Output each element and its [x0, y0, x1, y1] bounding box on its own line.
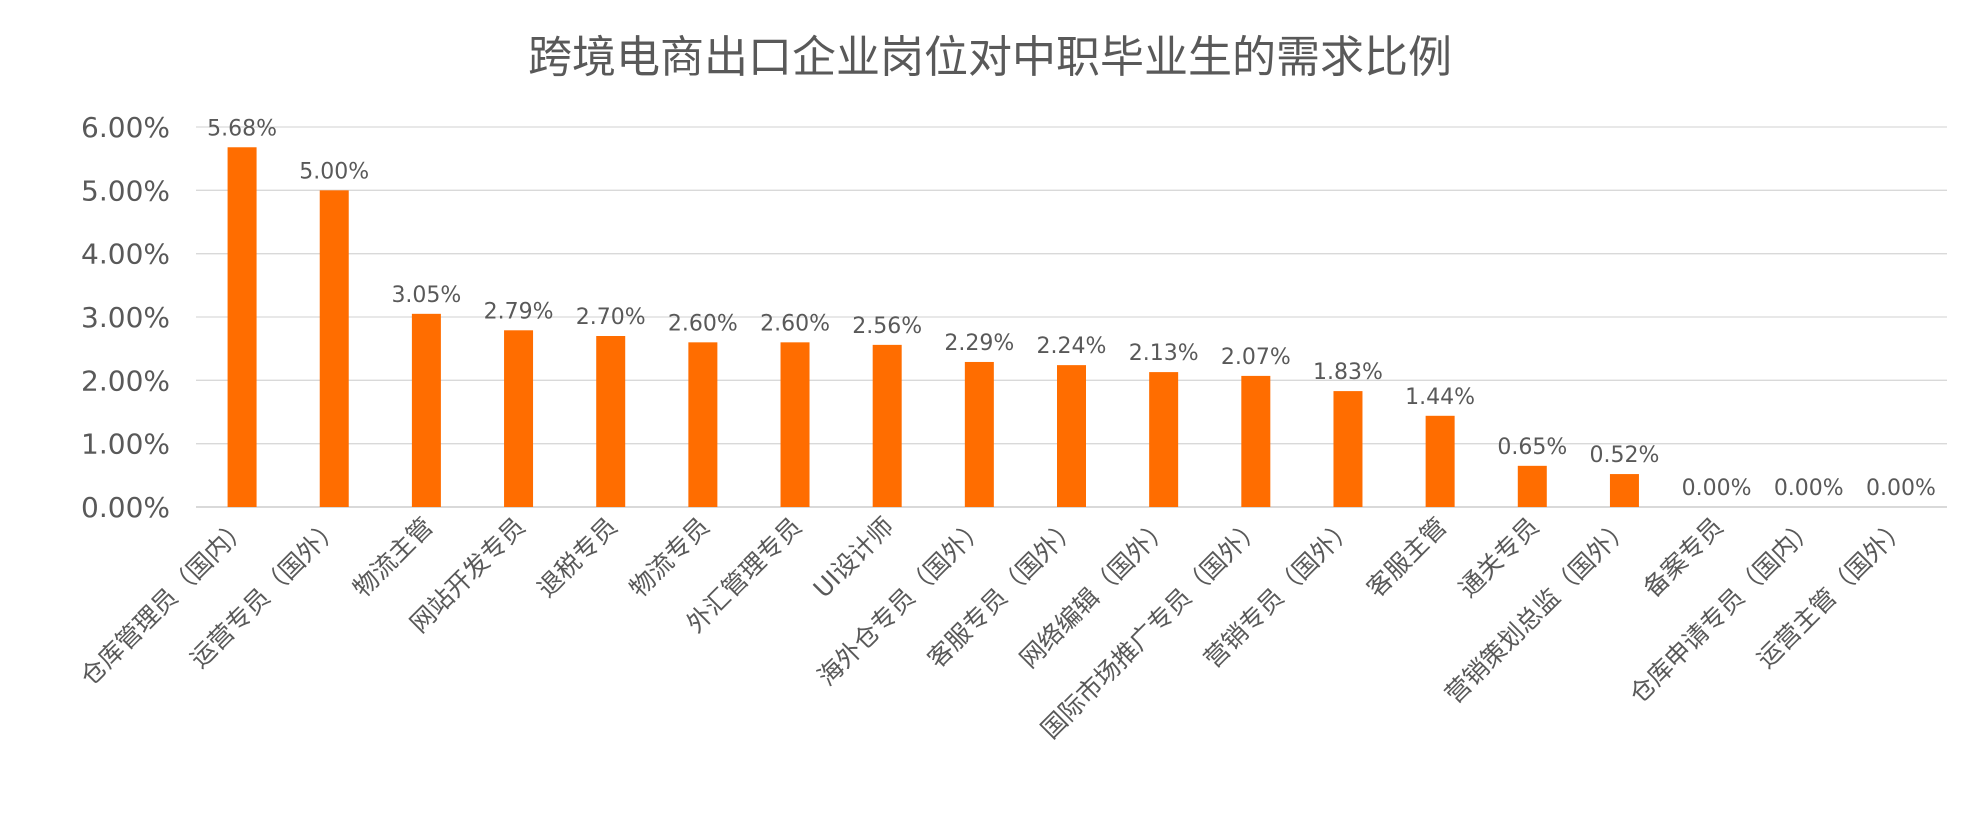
data-label: 5.68%	[207, 116, 277, 141]
y-tick-label: 1.00%	[81, 428, 170, 461]
y-axis-ticks: 0.00% 1.00% 2.00% 3.00% 4.00% 5.00% 6.00%	[81, 111, 170, 524]
bar	[780, 342, 810, 507]
bar	[872, 344, 902, 507]
y-tick-label: 0.00%	[81, 491, 170, 524]
bar	[227, 147, 257, 507]
data-label: 2.13%	[1129, 341, 1199, 366]
data-label: 2.79%	[484, 299, 554, 324]
bar	[964, 361, 994, 507]
bars	[227, 147, 1639, 508]
data-label: 2.60%	[668, 311, 738, 336]
data-label: 2.70%	[576, 305, 646, 330]
x-tick-label: 退税专员	[532, 512, 623, 603]
x-tick-label: 物流主管	[347, 512, 438, 603]
bar	[1609, 474, 1639, 507]
y-tick-label: 4.00%	[81, 238, 170, 271]
bar	[1241, 375, 1271, 507]
data-label: 0.00%	[1682, 476, 1752, 501]
bar	[319, 190, 349, 508]
x-tick-label: 客服主管	[1361, 512, 1452, 603]
data-label: 3.05%	[391, 283, 461, 308]
data-label: 0.65%	[1497, 435, 1567, 460]
x-tick-label: 通关专员	[1453, 512, 1544, 603]
x-tick-label: 物流专员	[624, 512, 715, 603]
data-label: 5.00%	[299, 159, 369, 184]
x-tick-label: 备案专员	[1638, 512, 1729, 603]
x-tick-label: 仓库管理员（国内）	[75, 512, 255, 692]
bar	[411, 313, 441, 507]
bar	[1333, 391, 1363, 507]
x-tick-label: UI设计师	[808, 512, 900, 604]
gridlines	[196, 126, 1947, 508]
data-label: 0.52%	[1590, 443, 1660, 468]
y-tick-label: 3.00%	[81, 301, 170, 334]
data-label: 2.07%	[1221, 345, 1291, 370]
x-tick-label: 营销策划总监（国外）	[1439, 512, 1636, 709]
chart-title: 跨境电商出口企业岗位对中职毕业生的需求比例	[528, 32, 1452, 83]
bar	[688, 342, 718, 507]
x-tick-label: 海外仓专员（国外）	[812, 512, 992, 692]
data-label: 2.29%	[944, 331, 1014, 356]
y-tick-label: 5.00%	[81, 174, 170, 207]
bar	[1425, 415, 1455, 507]
y-tick-label: 6.00%	[81, 111, 170, 144]
data-label: 0.00%	[1866, 476, 1936, 501]
data-label: 1.44%	[1405, 385, 1475, 410]
data-label: 1.83%	[1313, 360, 1383, 385]
data-label: 0.00%	[1774, 476, 1844, 501]
y-tick-label: 2.00%	[81, 364, 170, 397]
bar	[596, 336, 626, 507]
data-label: 2.24%	[1037, 334, 1107, 359]
x-tick-label: 仓库申请专员（国内）	[1624, 512, 1821, 709]
bar	[1057, 365, 1086, 507]
bar	[1149, 372, 1179, 507]
bar	[1517, 465, 1547, 507]
bar	[504, 330, 534, 507]
data-label: 2.60%	[760, 311, 830, 336]
data-labels: 5.68% 5.00% 3.05% 2.79% 2.70% 2.60% 2.60% 2.56%…	[207, 116, 1936, 501]
data-label: 2.56%	[852, 314, 922, 339]
